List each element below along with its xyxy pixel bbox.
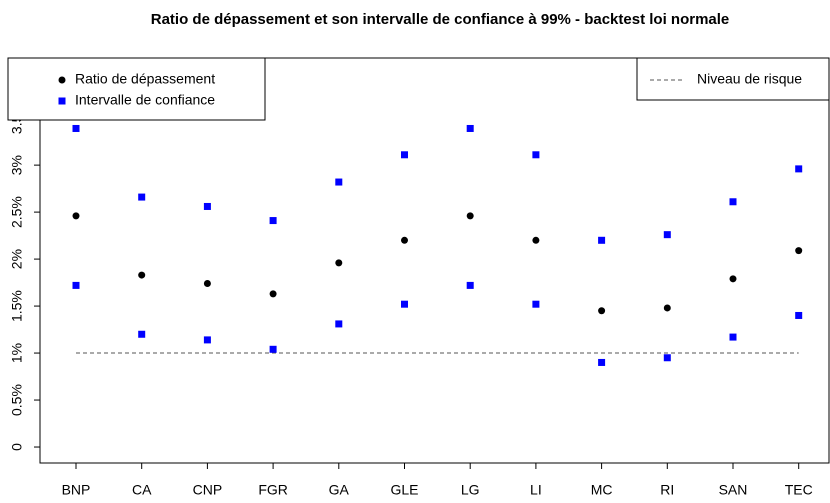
point [598, 307, 606, 315]
y-tick-label: 0.5% [9, 384, 25, 416]
point [72, 212, 80, 220]
y-tick-label: 0 [9, 443, 25, 451]
point [729, 198, 737, 206]
point [269, 290, 277, 298]
point [663, 304, 671, 312]
legend-marker [58, 76, 66, 84]
legend-marker [58, 97, 66, 105]
x-tick-label: RI [660, 482, 674, 498]
x-tick-label: GLE [390, 482, 418, 498]
x-tick-label: CNP [193, 482, 223, 498]
point [269, 345, 277, 353]
point [729, 275, 737, 283]
chart-title: Ratio de dépassement et son intervalle d… [151, 11, 730, 28]
point [795, 311, 803, 319]
point [203, 280, 211, 288]
x-tick-label: LI [530, 482, 542, 498]
point [598, 236, 606, 244]
x-tick-label: MC [591, 482, 613, 498]
point [663, 354, 671, 362]
point [138, 330, 146, 338]
y-tick-label: 2% [9, 249, 25, 269]
legend-label: Ratio de dépassement [75, 71, 215, 87]
x-tick-label: GA [329, 482, 350, 498]
point [795, 165, 803, 173]
plot-frame [39, 57, 830, 464]
point [532, 151, 540, 159]
legend-box [7, 57, 266, 121]
point [138, 193, 146, 201]
point [532, 236, 540, 244]
point [466, 124, 474, 132]
point [203, 336, 211, 344]
y-tick-label: 3% [9, 155, 25, 175]
x-tick-label: LG [461, 482, 480, 498]
x-tick-label: CA [132, 482, 152, 498]
point [335, 320, 343, 328]
point [335, 178, 343, 186]
legend-label: Niveau de risque [697, 71, 802, 87]
y-tick-label: 2.5% [9, 196, 25, 228]
point [466, 212, 474, 220]
x-tick-label: FGR [258, 482, 288, 498]
point [401, 236, 408, 244]
point [663, 231, 671, 239]
y-tick-label: 1% [9, 343, 25, 363]
legend-label: Intervalle de confiance [75, 92, 215, 108]
x-tick-label: SAN [719, 482, 748, 498]
point [138, 271, 146, 279]
point [72, 281, 80, 289]
point [532, 300, 540, 308]
point [335, 259, 343, 267]
x-tick-label: TEC [785, 482, 813, 498]
x-tick-label: BNP [62, 482, 91, 498]
point [795, 247, 803, 255]
point [203, 202, 211, 210]
point [598, 358, 606, 366]
point [401, 300, 408, 308]
point [72, 124, 80, 132]
point [269, 217, 277, 225]
y-tick-label: 1.5% [9, 290, 25, 322]
legend-box [636, 57, 830, 101]
point [401, 151, 408, 159]
point [466, 281, 474, 289]
point [729, 333, 737, 341]
